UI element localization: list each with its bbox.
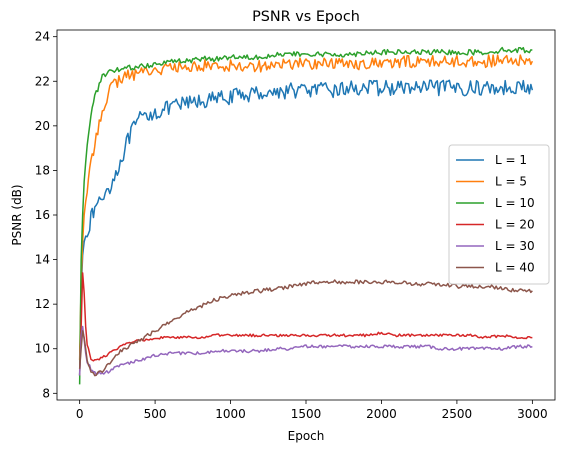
series-line-6	[78, 279, 533, 377]
y-axis: 8 10 12 14 16 18 20 22 24	[35, 30, 57, 400]
plot-frame	[56, 29, 556, 401]
y-tick-label: 22	[35, 74, 50, 88]
y-tick-label: 18	[35, 163, 50, 177]
x-tick-label: 1500	[291, 407, 322, 421]
y-tick-label: 8	[42, 386, 50, 400]
x-tick-label: 0	[76, 407, 84, 421]
y-tick-label: 24	[35, 30, 50, 44]
legend: L = 1 L = 5 L = 10 L = 20 L = 30 L = 40	[448, 144, 550, 285]
y-tick-label: 16	[35, 208, 50, 222]
y-axis-label: PSNR (dB)	[10, 184, 24, 245]
series-line-4	[78, 272, 533, 376]
legend-label: L = 40	[495, 261, 535, 275]
series-line-2	[78, 54, 534, 360]
series-line-3	[78, 46, 533, 385]
y-tick-label: 12	[35, 297, 50, 311]
legend-label: L = 1	[495, 153, 527, 167]
y-tick-label: 20	[35, 119, 50, 133]
x-tick-label: 1000	[215, 407, 246, 421]
legend-frame	[448, 144, 550, 285]
plot-area	[78, 46, 534, 385]
x-tick-label: 500	[144, 407, 167, 421]
chart-title: PSNR vs Epoch	[252, 9, 360, 25]
legend-label: L = 10	[495, 196, 535, 210]
y-tick-label: 14	[35, 253, 50, 267]
x-axis-label: Epoch	[288, 429, 325, 443]
x-axis: 0 500 1000 1500 2000 2500 3000	[76, 400, 548, 421]
y-tick-label: 10	[35, 342, 50, 356]
legend-label: L = 20	[495, 218, 535, 232]
series-line-1	[78, 79, 534, 376]
x-tick-label: 2500	[442, 407, 473, 421]
legend-label: L = 30	[495, 239, 535, 253]
series-line-5	[78, 325, 533, 376]
legend-label: L = 5	[495, 175, 527, 189]
x-tick-label: 3000	[517, 407, 548, 421]
x-tick-label: 2000	[366, 407, 397, 421]
